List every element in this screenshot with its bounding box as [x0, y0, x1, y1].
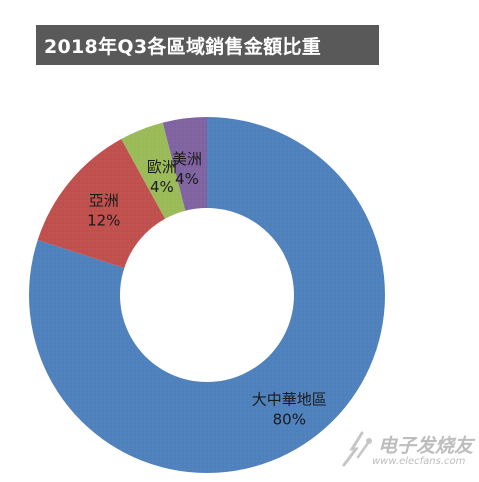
slice-category-label: 亞洲 [89, 192, 119, 210]
chart-title-bar: 2018年Q3各區域銷售金額比重 [36, 25, 379, 65]
donut-slices [28, 117, 386, 473]
slice-category-label: 美洲 [172, 150, 202, 168]
slice-value-label: 80% [273, 410, 306, 428]
donut-slice-texture-3 [121, 122, 186, 219]
donut-slice-texture-1 [28, 117, 386, 473]
slice-value-label: 4% [150, 178, 174, 196]
watermark-url: www.elecfans.com [372, 456, 466, 467]
circuit-logo-icon [342, 431, 372, 467]
slice-value-label: 12% [87, 212, 120, 230]
slice-category-label: 大中華地區 [252, 390, 327, 408]
donut-slice-texture-2 [37, 139, 166, 269]
slice-category-label: 歐洲 [147, 158, 177, 176]
donut-slice-texture-4 [162, 117, 207, 211]
slice-value-label: 4% [175, 170, 199, 188]
watermark: 电子发烧友 www.elecfans.com [338, 425, 473, 475]
watermark-name: 电子发烧友 [378, 435, 474, 457]
chart-title: 2018年Q3各區域銷售金額比重 [44, 35, 322, 58]
